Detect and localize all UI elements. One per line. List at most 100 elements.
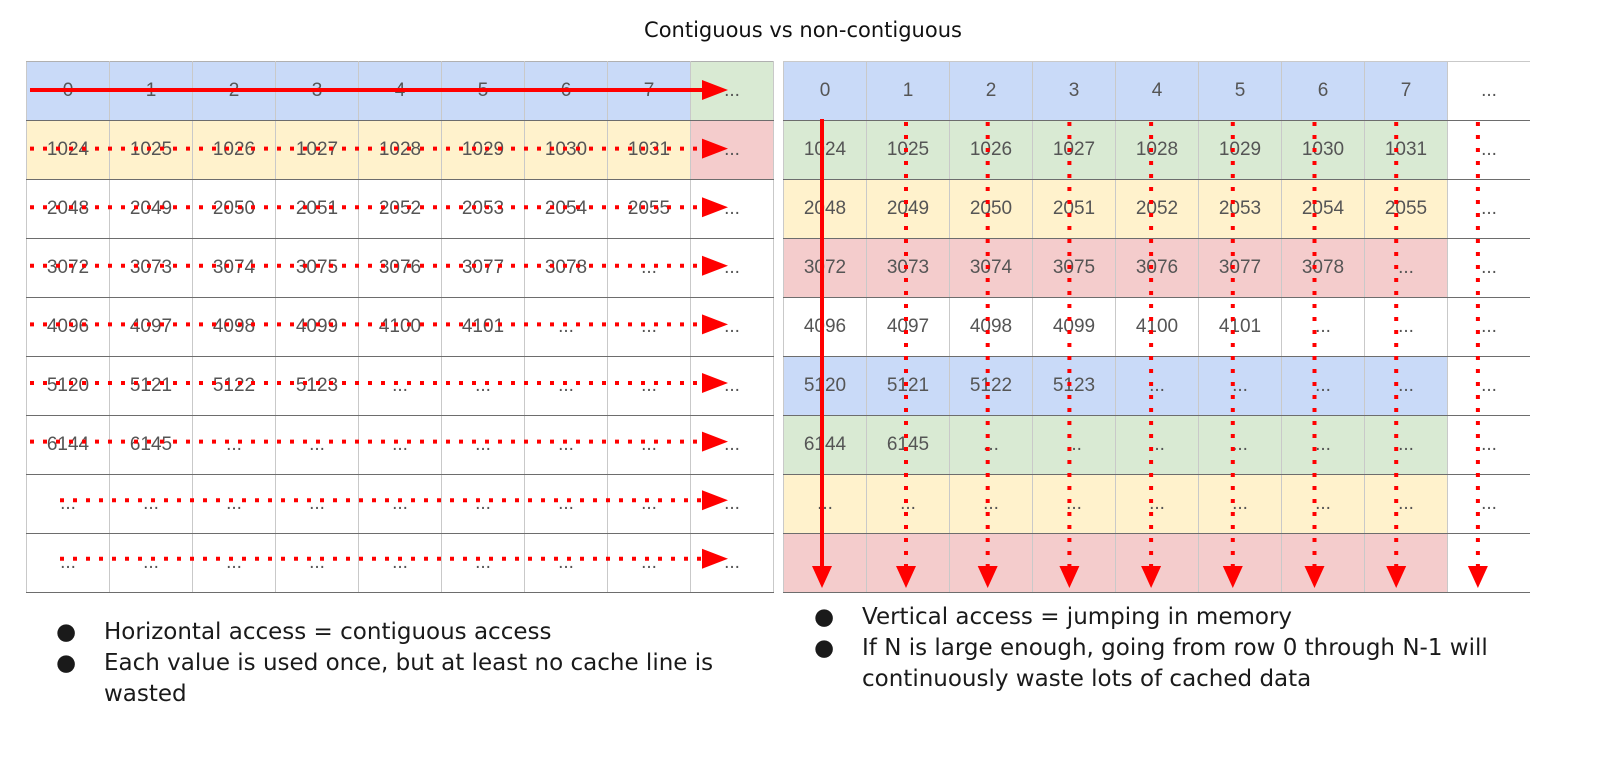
grid-cell: 3075 <box>1032 238 1116 298</box>
grid-cell: 1024 <box>783 120 867 180</box>
grid-cell: ... <box>441 474 525 534</box>
grid-cell: ... <box>949 415 1033 475</box>
grid-cell: ... <box>607 533 691 593</box>
grid-cell: 4098 <box>192 297 276 357</box>
grid-cell: 6145 <box>109 415 193 475</box>
grid-cell: ... <box>109 533 193 593</box>
grid-cell: ... <box>26 533 110 593</box>
grid-cell: ... <box>1115 356 1199 416</box>
grid-cell: 1029 <box>441 120 525 180</box>
arrow-head <box>702 548 728 569</box>
grid-row: 10241025102610271028102910301031... <box>26 120 774 180</box>
grid-cell: 1 <box>866 61 950 121</box>
grid-cell: 3076 <box>1115 238 1199 298</box>
grid-cell: 2050 <box>949 179 1033 239</box>
grid-cell: ... <box>607 238 691 298</box>
note-item: ● If N is large enough, going from row 0 … <box>786 633 1546 695</box>
arrow-head <box>702 431 728 452</box>
grid-cell: ... <box>275 415 359 475</box>
grid-cell: ... <box>275 474 359 534</box>
grid-cell: 7 <box>1364 61 1448 121</box>
grid-cell <box>1032 533 1116 593</box>
grid-cell: 3072 <box>26 238 110 298</box>
grid-cell: 3074 <box>949 238 1033 298</box>
grid-cell: 3077 <box>1198 238 1282 298</box>
grid-cell: ... <box>1447 415 1530 475</box>
grid-cell: ... <box>1281 415 1365 475</box>
grid-cell: 0 <box>783 61 867 121</box>
grid-cell: ... <box>607 474 691 534</box>
bullet-icon: ● <box>56 650 77 676</box>
grid-cell: 2054 <box>1281 179 1365 239</box>
row-major-grid: 01234567...10241025102610271028102910301… <box>26 61 774 593</box>
grid-cell: 2053 <box>1198 179 1282 239</box>
grid-cell: ... <box>441 415 525 475</box>
grid-cell: 1028 <box>358 120 442 180</box>
grid-cell: 5120 <box>26 356 110 416</box>
grid-cell <box>1364 533 1448 593</box>
note-text: Horizontal access = contiguous access <box>104 619 552 645</box>
grid-cell: 6 <box>1281 61 1365 121</box>
grid-row: 3072307330743075307630773078...... <box>26 238 774 298</box>
arrow-head <box>1386 566 1407 588</box>
grid-cell: 6144 <box>26 415 110 475</box>
grid-cell: ... <box>1198 356 1282 416</box>
grid-cell: 5123 <box>1032 356 1116 416</box>
grid-cell: 2055 <box>607 179 691 239</box>
arrow-head <box>1059 566 1080 588</box>
grid-cell: 5 <box>1198 61 1282 121</box>
grid-cell: ... <box>1364 297 1448 357</box>
grid-cell: 2052 <box>1115 179 1199 239</box>
grid-cell: 4101 <box>1198 297 1282 357</box>
grid-cell: 3076 <box>358 238 442 298</box>
page-title: Contiguous vs non-contiguous <box>644 18 962 42</box>
grid-cell: 6144 <box>783 415 867 475</box>
grid-cell: 3077 <box>441 238 525 298</box>
grid-cell <box>1447 533 1530 593</box>
grid-cell: 4097 <box>109 297 193 357</box>
bullet-icon: ● <box>814 604 835 630</box>
grid-cell: ... <box>1115 415 1199 475</box>
grid-cell: 4099 <box>275 297 359 357</box>
note-item: ● Vertical access = jumping in memory <box>786 602 1546 633</box>
grid-cell: 5121 <box>109 356 193 416</box>
grid-cell: ... <box>441 356 525 416</box>
grid-cell: ... <box>949 474 1033 534</box>
grid-cell: ... <box>1364 356 1448 416</box>
grid-cell: 1029 <box>1198 120 1282 180</box>
grid-cell: ... <box>524 415 608 475</box>
bullet-icon: ● <box>814 635 835 661</box>
grid-cell: ... <box>524 356 608 416</box>
grid-cell: 2051 <box>1032 179 1116 239</box>
column-major-grid: 01234567...10241025102610271028102910301… <box>783 61 1530 593</box>
grid-cell: ... <box>1198 474 1282 534</box>
grid-row: 3072307330743075307630773078...... <box>783 238 1530 298</box>
grid-cell: ... <box>1032 474 1116 534</box>
grid-cell: ... <box>690 179 774 239</box>
grid-cell: 3073 <box>866 238 950 298</box>
grid-cell: 4096 <box>26 297 110 357</box>
arrow-head <box>1467 566 1488 588</box>
arrow-head <box>977 566 998 588</box>
grid-cell: ... <box>358 474 442 534</box>
grid-row: 4096 4097 4098 4099 4100 4101......... <box>26 297 774 357</box>
grid-cell: ... <box>1364 238 1448 298</box>
grid-cell: 4 <box>1115 61 1199 121</box>
grid-cell: 3 <box>1032 61 1116 121</box>
note-item: ● Horizontal access = contiguous access <box>28 617 748 648</box>
grid-row <box>783 533 1530 593</box>
arrow-head <box>702 255 728 276</box>
grid-cell: ... <box>783 474 867 534</box>
horizontal-notes: ● Horizontal access = contiguous access ● E… <box>28 617 748 710</box>
arrow-head <box>702 197 728 218</box>
grid-cell: ... <box>1364 415 1448 475</box>
note-text: Each value is used once, but at least no… <box>104 650 714 707</box>
grid-cell: ... <box>26 474 110 534</box>
grid-cell: 2050 <box>192 179 276 239</box>
grid-cell: ... <box>275 533 359 593</box>
arrow-head <box>702 138 728 159</box>
